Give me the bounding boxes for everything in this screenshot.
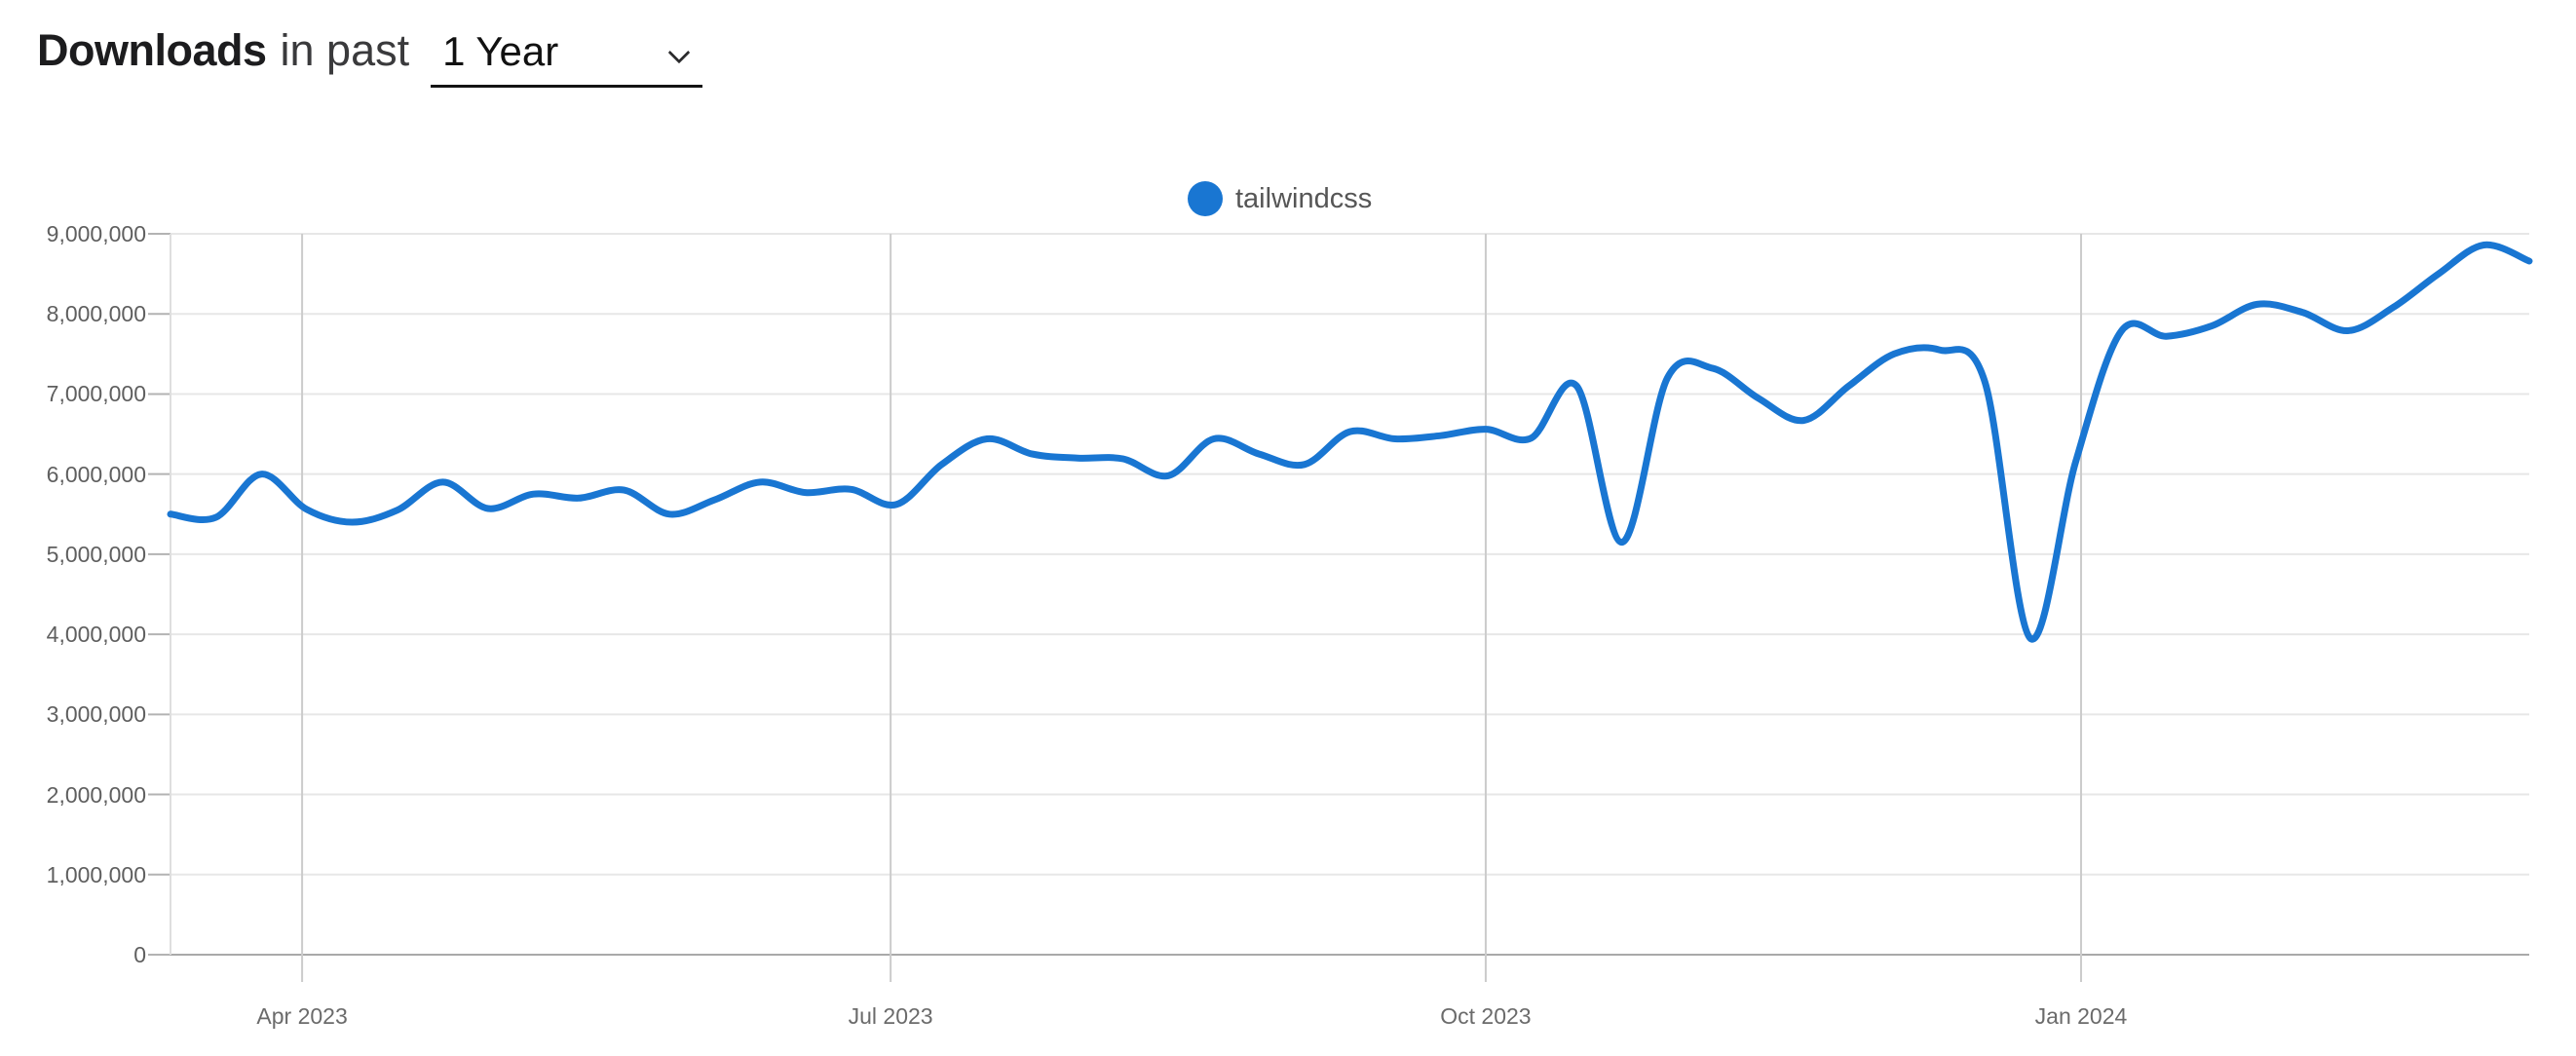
series-line-tailwindcss bbox=[167, 241, 2533, 643]
time-range-value: 1 Year bbox=[442, 28, 559, 74]
legend-series-label: tailwindcss bbox=[1235, 182, 1373, 214]
y-axis-label: 9,000,000 bbox=[46, 221, 146, 246]
chart-plot-area[interactable] bbox=[136, 224, 2562, 1003]
y-axis-label: 8,000,000 bbox=[46, 301, 146, 327]
x-axis-label: Jan 2024 bbox=[2034, 1003, 2128, 1029]
y-axis-label: 0 bbox=[133, 942, 146, 967]
time-range-select[interactable]: 1 Year bbox=[431, 28, 703, 88]
y-axis-label: 3,000,000 bbox=[46, 701, 146, 728]
y-axis-label: 2,000,000 bbox=[46, 781, 146, 808]
page-title: Downloads in past 1 Year bbox=[37, 25, 703, 103]
y-axis-label: 1,000,000 bbox=[46, 861, 146, 887]
page-title-in-past: in past bbox=[280, 25, 410, 75]
legend-dot-icon bbox=[1188, 181, 1223, 216]
x-axis-label: Oct 2023 bbox=[1440, 1003, 1532, 1029]
legend-item-tailwindcss[interactable]: tailwindcss bbox=[1188, 179, 1372, 218]
y-axis-label: 4,000,000 bbox=[46, 622, 146, 648]
y-axis-label: 6,000,000 bbox=[46, 461, 146, 487]
y-axis-label: 5,000,000 bbox=[46, 541, 146, 567]
x-axis-label: Jul 2023 bbox=[848, 1003, 933, 1029]
y-axis-label: 7,000,000 bbox=[46, 381, 146, 407]
x-axis-label: Apr 2023 bbox=[256, 1003, 348, 1029]
page-title-downloads: Downloads bbox=[37, 25, 267, 75]
